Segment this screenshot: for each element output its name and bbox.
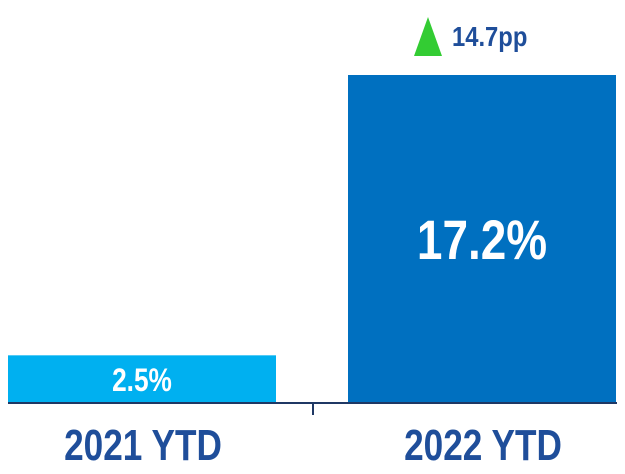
bar-2 xyxy=(348,75,616,403)
data-label-2: 17.2% xyxy=(417,209,547,271)
bars xyxy=(8,75,616,403)
labels: 2.5% 2021 YTD 17.2% 2022 YTD xyxy=(64,209,562,470)
data-label-1: 2.5% xyxy=(112,364,172,399)
up-arrow-icon xyxy=(414,17,442,56)
delta-annotation: 14.7pp xyxy=(414,17,527,56)
bar-1 xyxy=(8,355,276,403)
category-label-1: 2021 YTD xyxy=(64,421,222,470)
category-label-2: 2022 YTD xyxy=(404,421,562,470)
delta-label: 14.7pp xyxy=(452,20,527,52)
